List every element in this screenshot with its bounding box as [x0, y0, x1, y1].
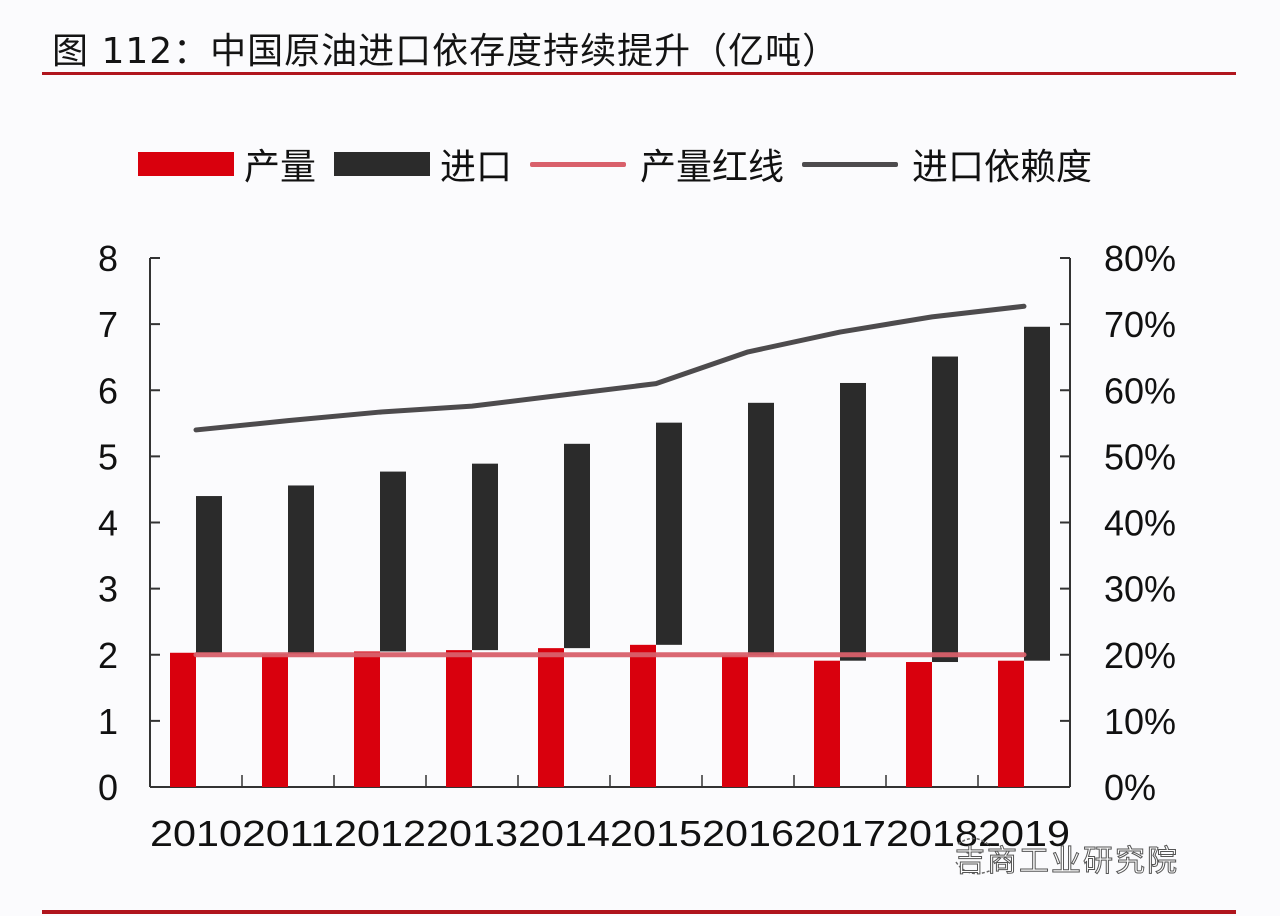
imports-bar — [1024, 326, 1050, 661]
left-axis-label: 3 — [98, 569, 118, 610]
production-bar — [170, 652, 196, 787]
legend-label-dependency: 进口依赖度 — [912, 147, 1093, 188]
imports-bar — [472, 463, 498, 651]
production-bar — [538, 648, 564, 787]
chart-legend: 产量 进口 产量红线 进口依赖度 — [138, 140, 1110, 188]
imports-bar — [380, 471, 406, 652]
x-axis-label: 2016 — [702, 813, 794, 854]
right-axis-label: 30% — [1104, 569, 1176, 610]
production-bar — [446, 650, 472, 787]
production-bar — [722, 655, 748, 787]
production-bar — [814, 660, 840, 787]
legend-item-imports: 进口 — [334, 138, 512, 190]
right-axis-label: 0% — [1104, 767, 1156, 808]
production-bar — [906, 662, 932, 787]
title-divider — [42, 72, 1236, 75]
legend-label-imports: 进口 — [440, 147, 513, 188]
legend-item-production: 产量 — [138, 138, 316, 190]
legend-label-redline: 产量红线 — [640, 147, 785, 188]
left-axis-label: 4 — [98, 503, 118, 544]
x-axis-label: 2013 — [426, 813, 518, 854]
right-axis-label: 80% — [1104, 238, 1176, 279]
x-axis-label: 2010 — [150, 813, 242, 854]
legend-label-production: 产量 — [244, 147, 317, 188]
imports-bar — [288, 485, 314, 655]
imports-bar — [840, 382, 866, 661]
x-axis-label: 2018 — [886, 813, 978, 854]
imports-bar — [748, 402, 774, 656]
production-bar — [262, 654, 288, 787]
left-axis-label: 2 — [98, 635, 118, 676]
imports-bar — [656, 422, 682, 645]
x-axis-label: 2012 — [334, 813, 426, 854]
right-axis-label: 50% — [1104, 436, 1176, 477]
legend-swatch-production — [138, 152, 234, 176]
right-axis-label: 40% — [1104, 503, 1176, 544]
legend-item-production-redline: 产量红线 — [530, 138, 784, 190]
watermark-text: 吉商工业研究院 — [955, 844, 1179, 880]
imports-bar — [196, 496, 222, 653]
right-axis-label: 10% — [1104, 701, 1176, 742]
left-axis-label: 0 — [98, 767, 118, 808]
production-bar — [630, 644, 656, 787]
left-axis-label: 7 — [98, 304, 118, 345]
right-axis-label: 70% — [1104, 304, 1176, 345]
imports-bar — [564, 443, 590, 649]
legend-item-dependency: 进口依赖度 — [802, 138, 1092, 190]
figure-title: 图 112：中国原油进口依存度持续提升（亿吨） — [52, 31, 840, 72]
import-dependency-line — [193, 303, 1027, 433]
left-axis-label: 1 — [98, 701, 118, 742]
imports-bar — [932, 356, 958, 663]
legend-swatch-redline — [530, 161, 627, 167]
x-axis-label: 2014 — [518, 813, 610, 854]
left-axis-label: 8 — [98, 238, 118, 279]
production-bar — [354, 651, 380, 787]
right-axis-label: 20% — [1104, 635, 1176, 676]
production-bar — [998, 660, 1024, 787]
right-axis-label: 60% — [1104, 370, 1176, 411]
x-axis-label: 2015 — [610, 813, 702, 854]
left-axis-label: 6 — [98, 370, 118, 411]
x-axis-label: 2011 — [242, 813, 334, 854]
bottom-divider — [42, 910, 1236, 914]
legend-swatch-imports — [334, 152, 431, 176]
left-axis-label: 5 — [98, 436, 118, 477]
wechat-watermark-icon — [955, 837, 993, 875]
x-axis-label: 2017 — [794, 813, 886, 854]
legend-swatch-dependency — [802, 161, 899, 167]
x-axis-label: 2019 — [978, 813, 1070, 854]
